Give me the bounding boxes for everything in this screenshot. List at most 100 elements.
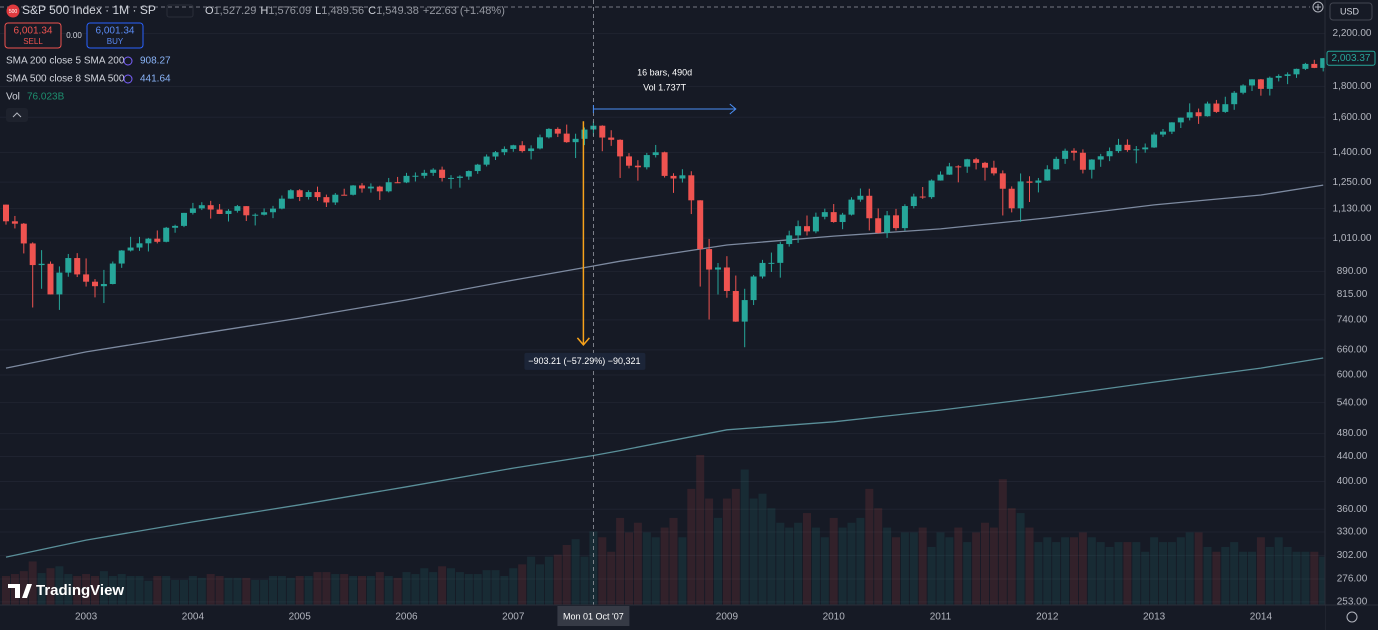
volume-bar (1221, 546, 1230, 605)
settings-button[interactable] (1346, 611, 1358, 623)
candle-body (857, 195, 864, 200)
candle-body (830, 212, 837, 223)
symbol-icon (6, 4, 20, 18)
volume-bar (731, 488, 740, 605)
volume-bar (518, 564, 527, 605)
candle-body (3, 204, 9, 222)
candles (3, 57, 1327, 348)
candle-body (768, 262, 775, 264)
candle-body (1035, 180, 1042, 183)
volume-bar (233, 577, 242, 605)
ohlc-value: 1,576.09 (268, 5, 311, 17)
candle-body (412, 175, 419, 177)
y-tick-label: 2,200.00 (1333, 28, 1372, 39)
volume-pane (2, 455, 1328, 605)
candle-body (759, 262, 766, 277)
sma-line (5, 357, 1324, 558)
y-tick-label: 276.00 (1337, 574, 1368, 585)
candle-body (1124, 144, 1131, 151)
candle-body (198, 205, 205, 209)
candle-body (305, 192, 312, 197)
volume-bar (883, 527, 892, 605)
candle-body (848, 199, 855, 215)
volume-bar (1248, 551, 1256, 605)
volume-bar (1167, 542, 1176, 605)
add-icon (1315, 4, 1321, 10)
candle-body (910, 196, 917, 207)
volume-bar (794, 522, 803, 605)
currency-button[interactable] (1329, 2, 1373, 21)
grid (0, 33, 1325, 603)
volume-bar (660, 527, 669, 605)
indicator-value: 441.64 (140, 74, 171, 85)
collapse-button[interactable] (6, 108, 28, 122)
candle-body (634, 165, 641, 168)
volume-bar (188, 575, 197, 605)
y-tick-label: 400.00 (1337, 476, 1368, 487)
candle-body (839, 214, 846, 223)
buy-button[interactable] (86, 22, 144, 49)
y-tick-label: 330.00 (1337, 527, 1368, 538)
candle-body (394, 182, 401, 184)
candle-body (1231, 92, 1238, 105)
candle-body (643, 155, 650, 168)
candle-body (234, 206, 241, 211)
volume-bar (1185, 532, 1194, 605)
candle-body (448, 177, 454, 179)
candle-body (92, 281, 98, 287)
volume-bar (785, 527, 794, 605)
volume-bar (1114, 542, 1123, 605)
indicator-name: SMA 500 close 8 SMA 500 (6, 74, 125, 85)
volume-bar (108, 575, 117, 605)
legend-tools[interactable] (166, 4, 194, 18)
volume-bar (749, 498, 758, 605)
volume-bar (811, 527, 820, 605)
add-button[interactable] (1312, 1, 1324, 13)
volume-bar (349, 575, 358, 605)
candle-body (1249, 79, 1255, 86)
candle-body (1302, 63, 1309, 69)
last-price-box (1326, 50, 1376, 66)
volume-bar (358, 575, 366, 605)
indicator-icon[interactable] (123, 74, 133, 84)
candle-body (314, 192, 321, 198)
y-tick-label: 600.00 (1337, 370, 1368, 381)
volume-bar (687, 488, 696, 605)
candle-body (1311, 63, 1318, 68)
indicator-icon[interactable] (123, 56, 133, 66)
volume-bar (1319, 556, 1328, 605)
candle-body (1195, 112, 1202, 117)
volume-bar (998, 479, 1007, 605)
candle-body (20, 223, 27, 244)
sell-button[interactable] (4, 22, 62, 49)
volume-bar (536, 564, 544, 605)
volume-bar (847, 522, 856, 605)
volume-bar (277, 575, 286, 605)
candle-body (100, 284, 107, 287)
ohlc-key: L (315, 5, 321, 17)
indicator-value: 908.27 (140, 56, 171, 67)
volume-bar (171, 579, 180, 605)
volume-bar (936, 532, 945, 605)
candle-body (1071, 150, 1077, 153)
candle-body (1240, 85, 1247, 93)
volume-bar (99, 571, 108, 605)
volume-bar (473, 574, 482, 605)
candle-body (1257, 79, 1264, 89)
volume-bar (447, 568, 455, 605)
candle-body (287, 190, 294, 199)
volume-name: Vol (6, 92, 20, 103)
candle-body (1008, 188, 1015, 209)
volume-bar (1274, 537, 1283, 605)
candle-body (537, 137, 543, 149)
volume-bar (981, 522, 989, 605)
volume-bar (972, 532, 981, 605)
candle-body (1133, 149, 1140, 151)
volume-bar (803, 513, 811, 605)
candle-body (430, 169, 437, 173)
volume-bar (366, 575, 375, 605)
volume-bar (286, 577, 295, 605)
y-tick-label: 815.00 (1337, 289, 1368, 300)
time-axis-bg (0, 605, 1325, 630)
volume-bar (1283, 546, 1292, 605)
